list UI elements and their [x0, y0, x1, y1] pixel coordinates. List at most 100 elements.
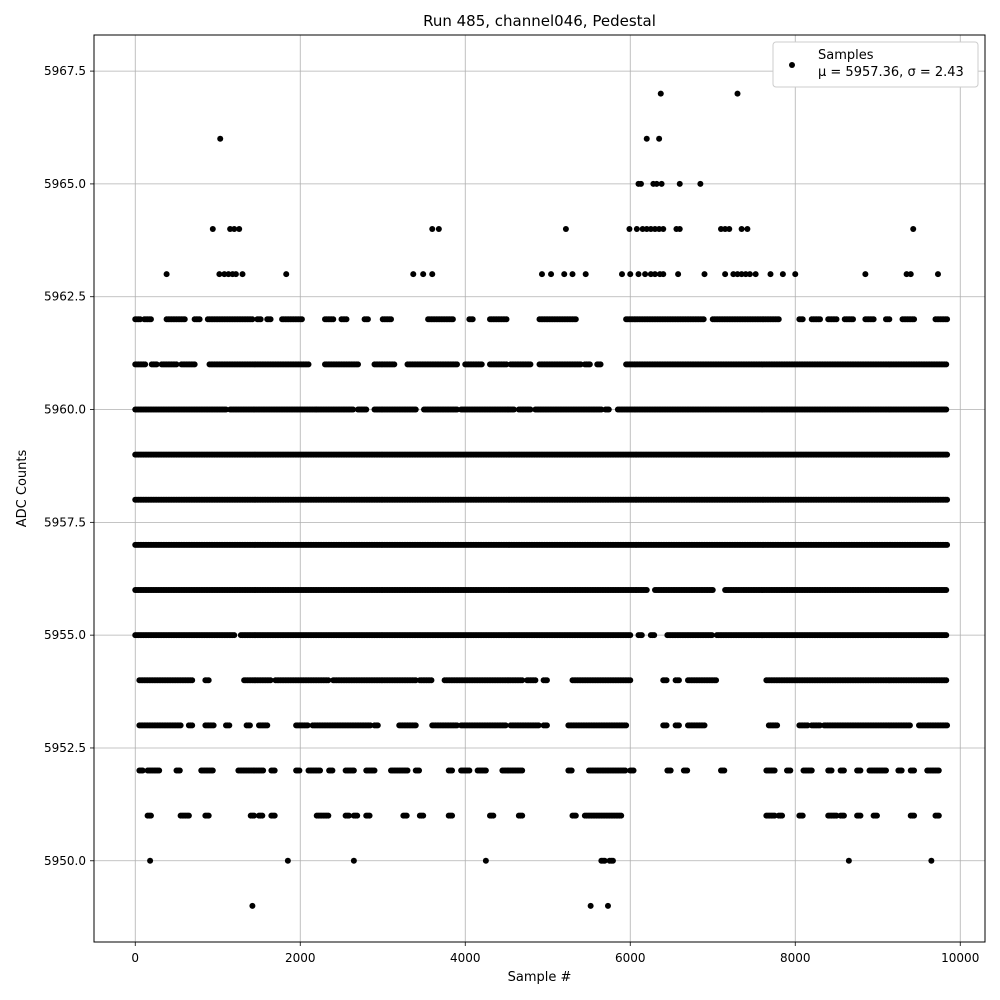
- y-tick-label: 5950.0: [44, 854, 86, 868]
- data-point: [435, 226, 442, 233]
- data-point: [817, 316, 823, 323]
- data-point: [734, 90, 741, 97]
- data-point: [935, 767, 942, 774]
- data-point: [658, 180, 665, 187]
- data-point: [676, 180, 683, 187]
- data-point: [371, 767, 378, 774]
- data-point: [416, 767, 423, 774]
- data-point: [354, 812, 361, 819]
- data-point: [226, 722, 233, 729]
- data-point: [775, 316, 782, 323]
- data-point: [626, 226, 633, 233]
- data-point: [906, 722, 913, 729]
- data-point: [232, 271, 239, 278]
- data-point: [944, 722, 951, 729]
- y-tick-label: 5962.5: [44, 290, 86, 304]
- data-point: [623, 722, 630, 729]
- data-point: [538, 271, 545, 278]
- data-point: [482, 767, 489, 774]
- data-point: [271, 812, 278, 819]
- data-point: [898, 767, 905, 774]
- data-point: [350, 406, 357, 413]
- data-point: [746, 271, 753, 278]
- x-tick-label: 4000: [450, 951, 481, 965]
- data-point: [605, 406, 612, 413]
- data-point: [657, 90, 664, 97]
- y-tick-label: 5960.0: [44, 403, 86, 417]
- data-point: [185, 812, 192, 819]
- data-point: [840, 812, 847, 819]
- data-point: [283, 271, 290, 278]
- data-point: [163, 271, 170, 278]
- data-point: [738, 226, 745, 233]
- data-point: [260, 767, 267, 774]
- data-point: [713, 677, 720, 684]
- data-point: [410, 271, 417, 278]
- data-point: [246, 722, 253, 729]
- data-point: [697, 180, 704, 187]
- data-point: [701, 722, 708, 729]
- y-tick-label: 5957.5: [44, 515, 86, 529]
- data-point: [330, 316, 337, 323]
- data-point: [627, 632, 634, 639]
- data-point: [543, 677, 550, 684]
- data-point: [943, 587, 950, 594]
- data-point: [582, 271, 589, 278]
- data-point: [663, 677, 670, 684]
- plot-area: [94, 35, 985, 942]
- data-point: [944, 316, 951, 323]
- data-point: [911, 767, 918, 774]
- data-point: [305, 361, 312, 368]
- data-point: [675, 722, 682, 729]
- data-point: [449, 767, 456, 774]
- data-point: [176, 767, 183, 774]
- data-point: [828, 767, 835, 774]
- data-point: [469, 316, 476, 323]
- data-point: [873, 812, 880, 819]
- data-point: [527, 361, 534, 368]
- data-point: [577, 361, 584, 368]
- chart-title: Run 485, channel046, Pedestal: [423, 12, 656, 30]
- data-point: [857, 812, 864, 819]
- data-point: [886, 316, 893, 323]
- data-point: [205, 677, 212, 684]
- y-tick-label: 5965.0: [44, 177, 86, 191]
- data-point: [366, 812, 373, 819]
- data-point: [561, 271, 568, 278]
- data-point: [205, 812, 212, 819]
- data-point: [532, 677, 539, 684]
- data-point: [883, 767, 889, 774]
- data-point: [325, 812, 332, 819]
- data-point: [808, 767, 815, 774]
- data-point: [519, 767, 526, 774]
- data-points: [132, 90, 951, 909]
- data-point: [217, 135, 224, 142]
- x-tick-label: 6000: [615, 951, 646, 965]
- data-point: [412, 722, 419, 729]
- x-tick-label: 10000: [941, 951, 979, 965]
- x-tick-label: 0: [131, 951, 139, 965]
- data-point: [598, 406, 605, 413]
- x-tick-label: 8000: [780, 951, 811, 965]
- data-point: [656, 135, 663, 142]
- data-point: [833, 316, 840, 323]
- data-point: [799, 812, 806, 819]
- data-point: [210, 722, 217, 729]
- y-tick-label: 5967.5: [44, 64, 86, 78]
- data-point: [857, 767, 864, 774]
- data-point: [663, 722, 670, 729]
- data-point: [726, 226, 733, 233]
- data-point: [429, 271, 436, 278]
- data-point: [236, 226, 243, 233]
- data-point: [482, 857, 489, 864]
- data-point: [259, 812, 266, 819]
- data-point: [454, 406, 460, 413]
- data-point: [928, 857, 935, 864]
- data-point: [147, 316, 154, 323]
- data-point: [209, 767, 216, 774]
- data-point: [722, 271, 729, 278]
- data-point: [675, 271, 682, 278]
- x-tick-label: 2000: [285, 951, 316, 965]
- data-point: [943, 632, 950, 639]
- data-point: [700, 316, 707, 323]
